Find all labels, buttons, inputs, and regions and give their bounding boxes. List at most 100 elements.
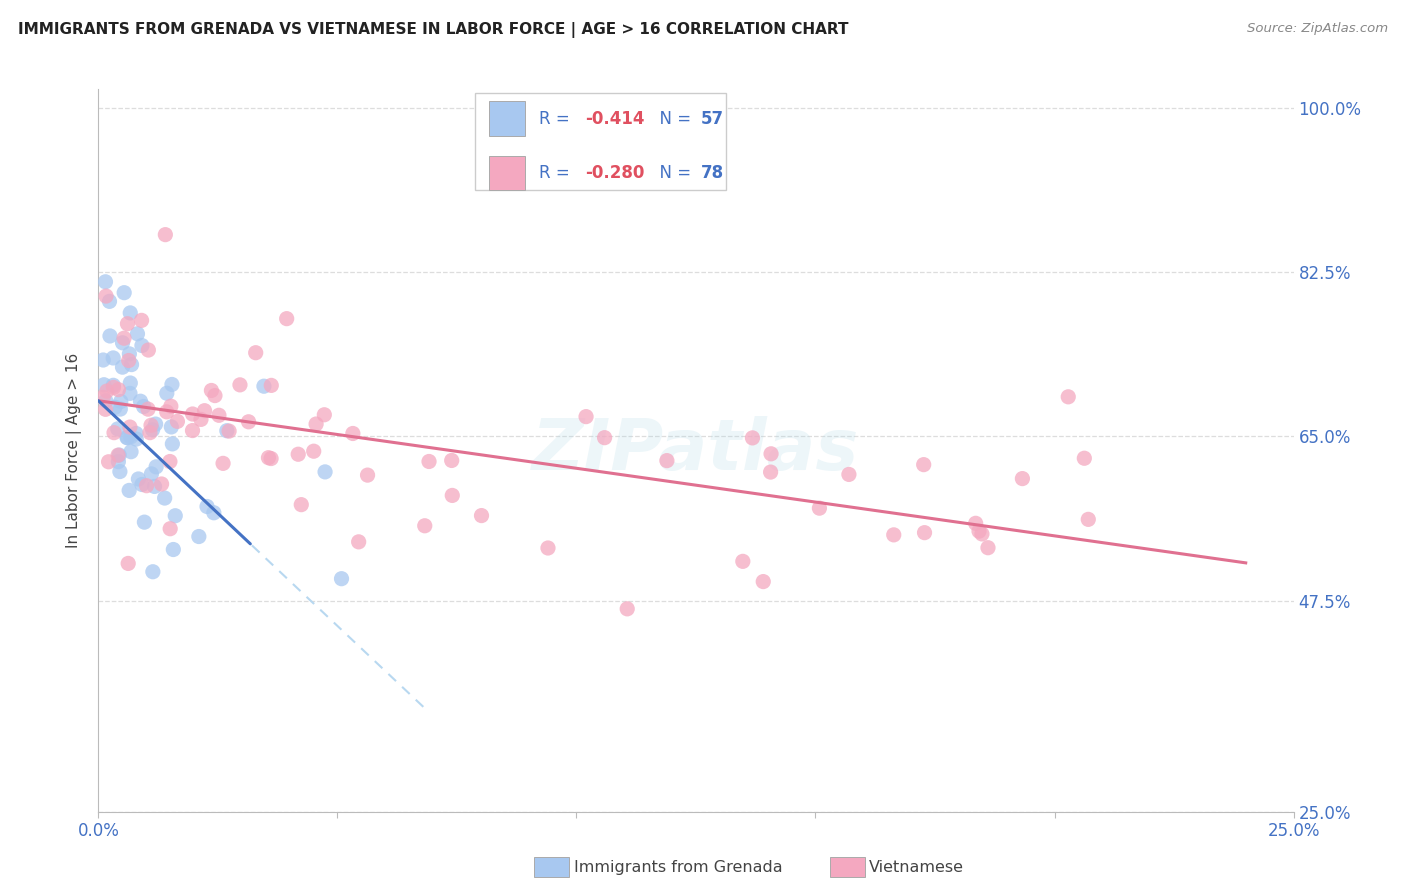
Point bbox=[181, 407, 204, 421]
Point bbox=[305, 417, 328, 431]
Point bbox=[127, 472, 149, 486]
Point bbox=[752, 574, 775, 589]
Point bbox=[139, 425, 162, 440]
Point bbox=[883, 528, 905, 542]
Y-axis label: In Labor Force | Age > 16: In Labor Force | Age > 16 bbox=[66, 353, 83, 548]
Point bbox=[156, 405, 179, 419]
Point bbox=[193, 403, 215, 417]
Point bbox=[110, 394, 132, 409]
Point bbox=[977, 541, 1000, 555]
FancyBboxPatch shape bbox=[475, 93, 725, 190]
Point bbox=[131, 338, 153, 352]
Point bbox=[914, 525, 936, 540]
Point bbox=[143, 479, 166, 493]
Point bbox=[245, 345, 267, 359]
Point bbox=[131, 477, 153, 491]
Point bbox=[202, 506, 225, 520]
Point bbox=[118, 420, 141, 434]
Point bbox=[912, 458, 935, 472]
Point bbox=[117, 317, 139, 331]
Point bbox=[117, 431, 139, 445]
Point bbox=[136, 402, 159, 417]
Point bbox=[93, 377, 115, 392]
Point bbox=[94, 393, 117, 408]
Point bbox=[97, 455, 120, 469]
Point bbox=[970, 527, 993, 541]
Point bbox=[132, 400, 155, 414]
Point bbox=[120, 430, 142, 444]
Point bbox=[118, 386, 141, 401]
Point bbox=[121, 358, 143, 372]
Point bbox=[103, 425, 125, 440]
Point bbox=[257, 450, 280, 465]
Point bbox=[440, 453, 463, 467]
Point bbox=[134, 515, 156, 529]
Point bbox=[94, 402, 117, 417]
Point bbox=[238, 415, 260, 429]
Point bbox=[127, 326, 149, 341]
Point bbox=[91, 353, 114, 368]
Point bbox=[145, 417, 167, 431]
Point bbox=[96, 384, 118, 398]
Point bbox=[190, 412, 212, 426]
Point bbox=[290, 498, 312, 512]
Text: ZIPatlas: ZIPatlas bbox=[533, 416, 859, 485]
Point bbox=[111, 335, 134, 350]
Point bbox=[118, 347, 141, 361]
Point bbox=[131, 313, 153, 327]
Point bbox=[101, 351, 124, 365]
Point bbox=[108, 448, 131, 462]
Text: N =: N = bbox=[650, 164, 697, 182]
Point bbox=[1073, 451, 1095, 466]
Point bbox=[347, 534, 370, 549]
Point bbox=[575, 409, 598, 424]
Point bbox=[139, 418, 162, 433]
Point bbox=[107, 383, 129, 397]
Point bbox=[91, 390, 114, 404]
Point bbox=[120, 376, 142, 390]
Point bbox=[276, 311, 298, 326]
Point bbox=[142, 423, 165, 437]
Point bbox=[808, 501, 831, 516]
Point bbox=[115, 431, 138, 445]
Point bbox=[287, 447, 309, 461]
Text: 78: 78 bbox=[700, 164, 724, 182]
Point bbox=[120, 444, 142, 458]
Point bbox=[260, 451, 283, 466]
FancyBboxPatch shape bbox=[489, 102, 524, 136]
Point bbox=[314, 465, 336, 479]
Point bbox=[94, 289, 117, 303]
Point bbox=[155, 227, 177, 242]
Point bbox=[107, 455, 129, 469]
Point bbox=[141, 467, 163, 481]
Point bbox=[107, 448, 129, 462]
Text: R =: R = bbox=[540, 164, 575, 182]
Point bbox=[103, 380, 125, 394]
Point bbox=[98, 294, 121, 309]
Point bbox=[159, 454, 181, 468]
Point bbox=[181, 424, 204, 438]
Point bbox=[160, 377, 183, 392]
Point bbox=[112, 285, 135, 300]
Text: Source: ZipAtlas.com: Source: ZipAtlas.com bbox=[1247, 22, 1388, 36]
FancyBboxPatch shape bbox=[489, 156, 524, 190]
Point bbox=[156, 386, 179, 401]
Point bbox=[110, 402, 132, 417]
Point bbox=[165, 508, 187, 523]
Text: Immigrants from Grenada: Immigrants from Grenada bbox=[574, 860, 782, 874]
Point bbox=[470, 508, 492, 523]
Point bbox=[537, 541, 560, 555]
Point bbox=[111, 360, 134, 375]
Point bbox=[195, 500, 218, 514]
Point bbox=[125, 432, 148, 446]
Point bbox=[965, 516, 987, 531]
Text: N =: N = bbox=[650, 110, 697, 128]
Point bbox=[162, 542, 184, 557]
Text: Vietnamese: Vietnamese bbox=[869, 860, 965, 874]
Point bbox=[413, 518, 436, 533]
Point bbox=[138, 343, 160, 357]
Point bbox=[120, 306, 142, 320]
Point bbox=[314, 408, 336, 422]
Point bbox=[125, 426, 148, 441]
Point bbox=[741, 431, 763, 445]
